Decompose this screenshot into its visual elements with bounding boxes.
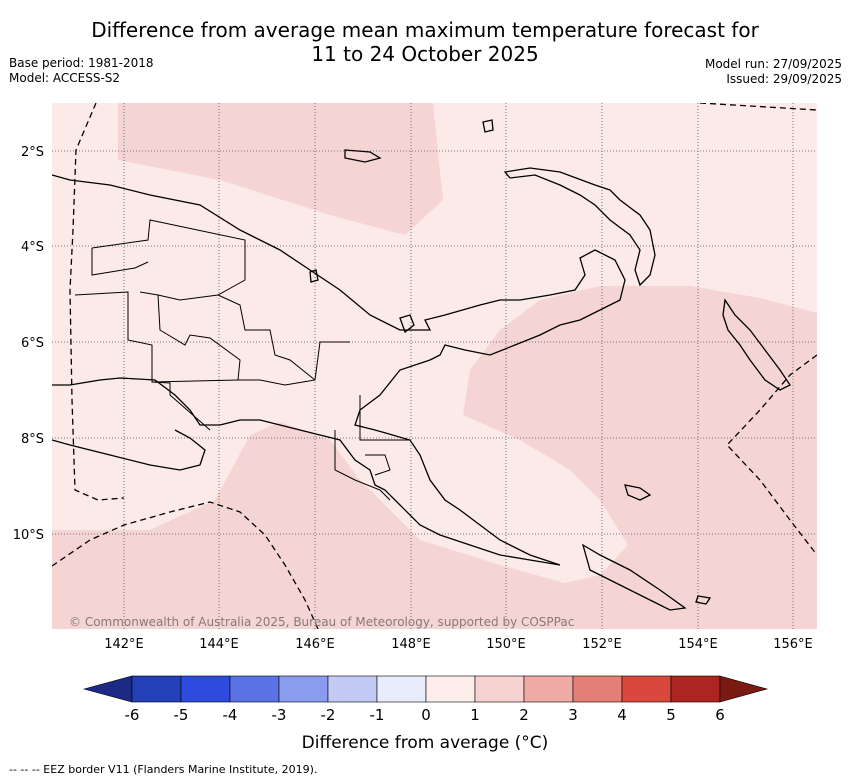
model-name: Model: ACCESS-S2 xyxy=(9,71,121,85)
anomaly-band-1-2-north xyxy=(118,103,443,235)
colorbar-tick: 2 xyxy=(519,706,529,724)
chart-title: Difference from average mean maximum tem… xyxy=(0,18,850,66)
lon-label-148e: 148°E xyxy=(391,637,431,652)
colorbar-tick: -2 xyxy=(321,706,336,724)
lon-label-142e: 142°E xyxy=(104,637,144,652)
colorbar-tick: 5 xyxy=(666,706,676,724)
meta-right: Model run: 27/09/2025 Issued: 29/09/2025 xyxy=(705,57,842,87)
title-line-2: 11 to 24 October 2025 xyxy=(311,42,539,66)
colorbar-title: Difference from average (°C) xyxy=(301,733,549,753)
eez-border xyxy=(52,103,817,629)
colorbar-tick: 6 xyxy=(715,706,725,724)
base-period: Base period: 1981-2018 xyxy=(9,56,154,70)
province-borders xyxy=(74,219,410,501)
lat-label-8s: 8°S xyxy=(21,432,44,447)
map-area: © Commonwealth of Australia 2025, Bureau… xyxy=(52,103,817,629)
colorbar-swatch xyxy=(621,675,672,703)
lat-label-10s: 10°S xyxy=(13,528,44,543)
colorbar-swatch xyxy=(278,675,329,703)
lon-label-144e: 144°E xyxy=(199,637,239,652)
colorbar-tick: 3 xyxy=(568,706,578,724)
colorbar xyxy=(82,675,769,703)
colorbar-tick: -3 xyxy=(272,706,287,724)
colorbar-tick: -5 xyxy=(174,706,189,724)
lon-label-152e: 152°E xyxy=(582,637,622,652)
footer-note: -- -- -- EEZ border V11 (Flanders Marine… xyxy=(9,763,318,776)
colorbar-swatch xyxy=(670,675,721,703)
issued-date: Issued: 29/09/2025 xyxy=(726,72,842,86)
colorbar-swatch xyxy=(376,675,427,703)
colorbar-swatch xyxy=(425,675,476,703)
lon-label-154e: 154°E xyxy=(678,637,718,652)
colorbar-extend-high xyxy=(719,675,769,703)
colorbar-tick: -6 xyxy=(125,706,140,724)
lat-label-4s: 4°S xyxy=(21,240,44,255)
colorbar-swatch xyxy=(327,675,378,703)
lon-label-150e: 150°E xyxy=(486,637,526,652)
anomaly-band-1-2-east-south xyxy=(52,286,817,629)
lat-label-6s: 6°S xyxy=(21,336,44,351)
colorbar-extend-low xyxy=(82,675,133,703)
graticule xyxy=(52,103,817,629)
colorbar-ticks: -6 -5 -4 -3 -2 -1 0 1 2 3 4 5 6 xyxy=(125,706,725,724)
lat-label-2s: 2°S xyxy=(21,145,44,160)
lon-label-156e: 156°E xyxy=(773,637,813,652)
colorbar-swatch xyxy=(180,675,231,703)
coastlines xyxy=(52,119,791,611)
model-run: Model run: 27/09/2025 xyxy=(704,57,842,71)
colorbar-tick: -1 xyxy=(370,706,385,724)
colorbar-swatch xyxy=(572,675,623,703)
colorbar-swatch xyxy=(474,675,525,703)
colorbar-tick: 4 xyxy=(617,706,627,724)
colorbar-tick: 1 xyxy=(470,706,480,724)
lon-label-146e: 146°E xyxy=(295,637,335,652)
colorbar-swatch xyxy=(131,675,182,703)
colorbar-tick: -4 xyxy=(223,706,238,724)
copyright-notice: © Commonwealth of Australia 2025, Bureau… xyxy=(69,615,574,629)
colorbar-tick: 0 xyxy=(421,706,431,724)
colorbar-swatch xyxy=(229,675,280,703)
colorbar-swatch xyxy=(523,675,574,703)
meta-left: Base period: 1981-2018 Model: ACCESS-S2 xyxy=(9,56,154,86)
title-line-1: Difference from average mean maximum tem… xyxy=(91,18,759,42)
